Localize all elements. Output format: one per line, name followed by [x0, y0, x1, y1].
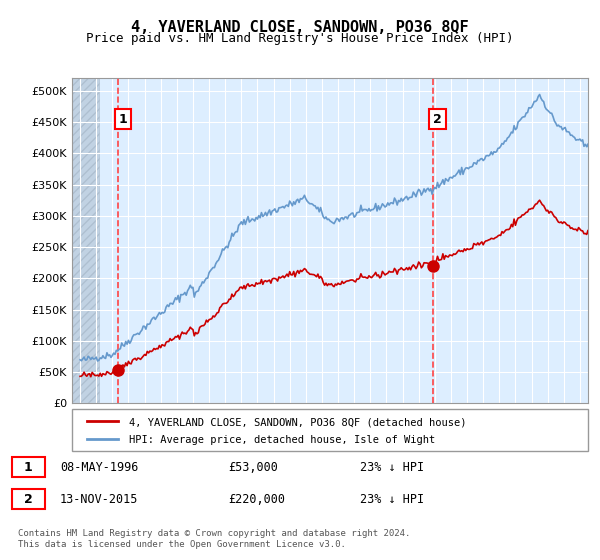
Text: 1: 1 — [24, 461, 32, 474]
Text: Contains HM Land Registry data © Crown copyright and database right 2024.
This d: Contains HM Land Registry data © Crown c… — [18, 529, 410, 549]
Text: HPI: Average price, detached house, Isle of Wight: HPI: Average price, detached house, Isle… — [129, 435, 435, 445]
FancyBboxPatch shape — [72, 409, 588, 451]
Text: 23% ↓ HPI: 23% ↓ HPI — [360, 461, 424, 474]
Text: 4, YAVERLAND CLOSE, SANDOWN, PO36 8QF: 4, YAVERLAND CLOSE, SANDOWN, PO36 8QF — [131, 20, 469, 35]
Text: £220,000: £220,000 — [228, 493, 285, 506]
Text: 08-MAY-1996: 08-MAY-1996 — [60, 461, 139, 474]
Text: 23% ↓ HPI: 23% ↓ HPI — [360, 493, 424, 506]
Text: 2: 2 — [433, 113, 442, 125]
Text: 1: 1 — [119, 113, 127, 125]
Text: 4, YAVERLAND CLOSE, SANDOWN, PO36 8QF (detached house): 4, YAVERLAND CLOSE, SANDOWN, PO36 8QF (d… — [129, 417, 466, 427]
FancyBboxPatch shape — [12, 458, 45, 477]
Text: £53,000: £53,000 — [228, 461, 278, 474]
FancyBboxPatch shape — [12, 489, 45, 509]
Text: 2: 2 — [24, 493, 32, 506]
Text: 13-NOV-2015: 13-NOV-2015 — [60, 493, 139, 506]
Text: Price paid vs. HM Land Registry's House Price Index (HPI): Price paid vs. HM Land Registry's House … — [86, 32, 514, 45]
